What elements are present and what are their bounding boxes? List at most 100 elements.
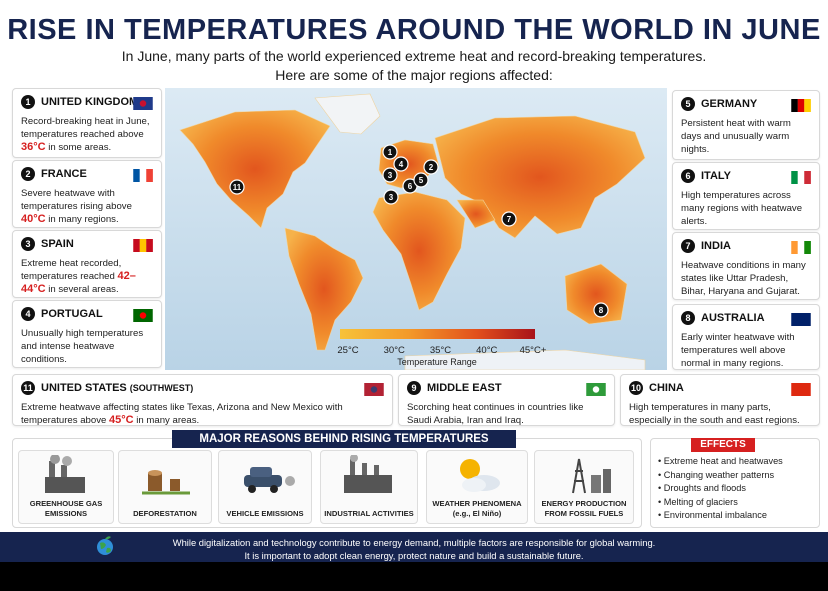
region-header: 5 GERMANY	[681, 97, 813, 111]
region-number: 6	[681, 169, 695, 183]
icon-shape	[285, 476, 295, 486]
legend-label: 35°C	[430, 345, 451, 356]
icon-shape	[603, 469, 611, 493]
text-part: Unusually high temperatures and intense …	[21, 328, 144, 365]
region-card: 9 MIDDLE EAST Scorching heat continues in …	[398, 374, 615, 426]
map-marker-label: 7	[507, 215, 512, 224]
map-marker	[229, 179, 245, 195]
flag-stripe	[139, 169, 147, 182]
map-marker	[393, 156, 409, 172]
region-text: Heatwave conditions in many states like …	[681, 259, 813, 298]
flag	[791, 171, 811, 184]
legend-label: 30°C	[384, 345, 405, 356]
region-text: High temperatures across many regions wi…	[681, 189, 813, 228]
flag-emblem	[370, 386, 378, 393]
flag-stripe	[791, 99, 798, 112]
region-number: 4	[21, 307, 35, 321]
reason-card: INDUSTRIAL ACTIVITIES	[320, 450, 418, 524]
icon-shape	[250, 467, 272, 477]
region-text: Early winter heatwave with temperatures …	[681, 331, 813, 370]
region-number: 8	[681, 311, 695, 325]
region-note: (SOUTHWEST)	[129, 383, 194, 393]
highlight: 45°C	[109, 414, 134, 426]
effect-item: • Droughts and floods	[658, 483, 746, 493]
map-marker	[382, 167, 398, 183]
text-part: in some areas.	[45, 142, 112, 153]
reason-icon	[460, 459, 500, 492]
map-marker	[423, 159, 439, 175]
region-text: Severe heatwave with temperatures rising…	[21, 187, 155, 226]
flag-stripe	[146, 169, 153, 182]
flag-stripe	[797, 241, 805, 254]
reason-icon	[45, 455, 85, 493]
region-name: GERMANY	[701, 98, 758, 110]
flag-stripe	[797, 99, 805, 112]
region-header: 9 MIDDLE EAST	[407, 381, 608, 395]
region-header: 3 SPAIN	[21, 237, 155, 251]
reason-line: FROM FOSSIL FUELS	[544, 509, 624, 518]
icon-shape	[350, 455, 358, 462]
icon-shape	[49, 461, 55, 477]
region-card: 6 ITALY High temperatures across many regi…	[672, 162, 820, 230]
region-text: Extreme heatwave affecting states like T…	[21, 401, 386, 427]
region-text: Record-breaking heat in June, temperatur…	[21, 115, 155, 154]
reason-line: ENERGY PRODUCTION	[541, 499, 627, 508]
reason-card: VEHICLE EMISSIONS	[218, 450, 312, 524]
reason-label: INDUSTRIAL ACTIVITIES	[321, 509, 417, 519]
region-number: 5	[681, 97, 695, 111]
icon-shape	[270, 485, 278, 493]
region-text: Extreme heat recorded, temperatures reac…	[21, 257, 155, 296]
flag	[791, 313, 811, 326]
region-card: 11 UNITED STATES (SOUTHWEST) Extreme heatwa…	[12, 374, 393, 426]
footer-text: It is important to adopt clean energy, p…	[244, 550, 584, 561]
flag-stripe	[804, 241, 811, 254]
region-header: 7 INDIA	[681, 239, 813, 253]
flag-stripe	[139, 239, 147, 252]
effects-title: EFFECTS	[691, 438, 755, 452]
footer	[0, 532, 828, 562]
flag	[133, 169, 153, 182]
flag-emblem	[592, 386, 600, 393]
flag	[791, 383, 811, 396]
icon-shape	[362, 463, 367, 475]
region-name: FRANCE	[41, 168, 87, 180]
globe-icon	[97, 536, 113, 555]
region-number: 11	[21, 381, 35, 395]
text-part: Extreme heatwave affecting states like T…	[21, 402, 343, 426]
icon-shape	[572, 458, 586, 494]
map-marker-label: 11	[233, 183, 242, 192]
flag-stripe	[804, 171, 811, 184]
region-header: 4 PORTUGAL	[21, 307, 155, 321]
region-card: 4 PORTUGAL Unusually high temperatures and…	[12, 300, 162, 368]
icon-shape	[148, 473, 162, 491]
region-card: 7 INDIA Heatwave conditions in many states…	[672, 232, 820, 300]
text-part: High temperatures across many regions wi…	[681, 190, 803, 227]
highlight: 40°C	[21, 213, 46, 225]
map-marker-label: 5	[419, 176, 424, 185]
map-marker	[593, 302, 609, 318]
reason-card: GREENHOUSE GAS EMISSIONS	[18, 450, 114, 524]
flag-stripe	[133, 239, 140, 252]
map-marker-label: 2	[429, 163, 434, 172]
region-header: 10 CHINA	[629, 381, 813, 395]
icon-shape	[61, 465, 67, 477]
subtitle: In June, many parts of the world experie…	[121, 48, 707, 64]
text-part: Scorching heat continues in countries li…	[407, 402, 584, 426]
flag	[791, 241, 811, 254]
icon-shape	[170, 479, 180, 491]
icon-shape	[374, 465, 379, 475]
map-marker	[382, 144, 398, 160]
flag-stripe	[146, 239, 153, 252]
reason-card: DEFORESTATION	[118, 450, 212, 524]
region-header: 6 ITALY	[681, 169, 813, 183]
reason-line: INDUSTRIAL ACTIVITIES	[324, 509, 414, 518]
region-number: 2	[21, 167, 35, 181]
text-part: High temperatures in many parts, especia…	[629, 402, 800, 426]
legend-label: 25°C	[337, 345, 358, 356]
reason-line: DEFORESTATION	[133, 509, 197, 518]
effect-item: • Environmental imbalance	[658, 510, 767, 520]
text-part: Record-breaking heat in June, temperatur…	[21, 116, 150, 140]
region-card: 2 FRANCE Severe heatwave with temperatures…	[12, 160, 162, 228]
region-header: 11 UNITED STATES (SOUTHWEST)	[21, 381, 386, 395]
